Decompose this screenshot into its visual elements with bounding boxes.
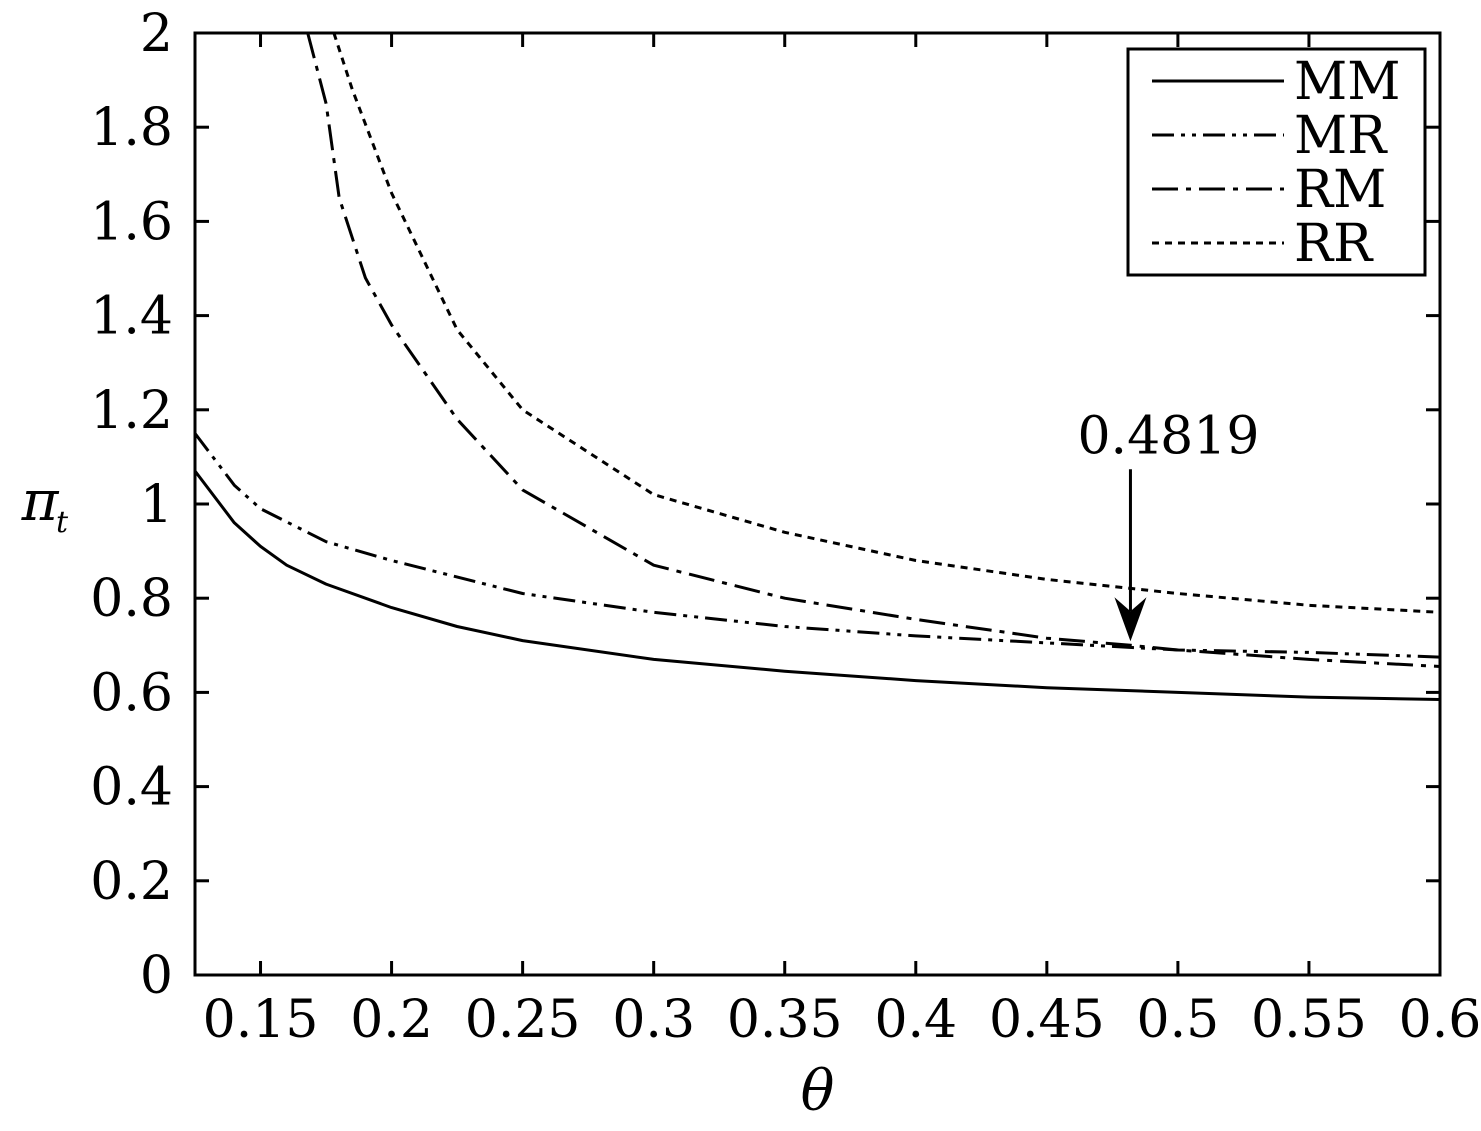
ticks-layer	[195, 31, 1442, 977]
y-tick-label: 2	[140, 4, 173, 64]
legend-box	[1126, 47, 1427, 277]
y-tick-label: 0	[140, 946, 173, 1006]
x-axis-title: θ	[801, 1059, 835, 1124]
x-tick-label: 0.25	[465, 990, 581, 1050]
x-tick-label: 0.4	[874, 990, 957, 1050]
y-tick-label: 0.4	[90, 758, 173, 818]
legend-label-mm: MM	[1294, 52, 1401, 112]
legend-label-mr: MR	[1294, 106, 1388, 166]
annotation-arrow-head	[1114, 597, 1147, 642]
y-tick-label: 1.2	[90, 381, 173, 441]
x-tick-label: 0.3	[612, 990, 695, 1050]
y-axis-title-subscript: t	[56, 505, 69, 540]
x-tick-label: 0.45	[989, 990, 1105, 1050]
legend-label-rm: RM	[1294, 160, 1386, 220]
series-line-rm	[306, 33, 1440, 668]
x-tick-label: 0.5	[1137, 990, 1220, 1050]
y-tick-label: 0.8	[90, 569, 173, 629]
x-tick-label: 0.2	[350, 990, 433, 1050]
series-line-mm	[195, 470, 1440, 701]
y-tick-label: 0.2	[90, 852, 173, 912]
x-tick-label: 0.6	[1399, 990, 1481, 1050]
annotation-label: 0.4819	[1077, 406, 1259, 466]
annotation-layer: 0.4819	[1077, 406, 1259, 642]
y-tick-label: 1	[140, 475, 173, 535]
y-axis-title: π t	[21, 469, 69, 540]
x-tick-label: 0.55	[1251, 990, 1367, 1050]
x-tick-label: 0.35	[727, 990, 843, 1050]
y-tick-label: 1.8	[90, 98, 173, 158]
tick-labels-layer: 0.15 0.2 0.25 0.3 0.35 0.4 0.45 0.5 0.55 0.6 0 0.2 0…	[90, 4, 1481, 1050]
series-line-rr	[332, 33, 1440, 614]
y-axis-title-text: π	[21, 469, 60, 534]
series-layer	[195, 33, 1440, 701]
legend-label-rr: RR	[1294, 214, 1374, 274]
x-tick-label: 0.15	[203, 990, 319, 1050]
y-tick-label: 1.4	[90, 287, 173, 347]
y-tick-label: 1.6	[90, 192, 173, 252]
y-tick-label: 0.6	[90, 663, 173, 723]
